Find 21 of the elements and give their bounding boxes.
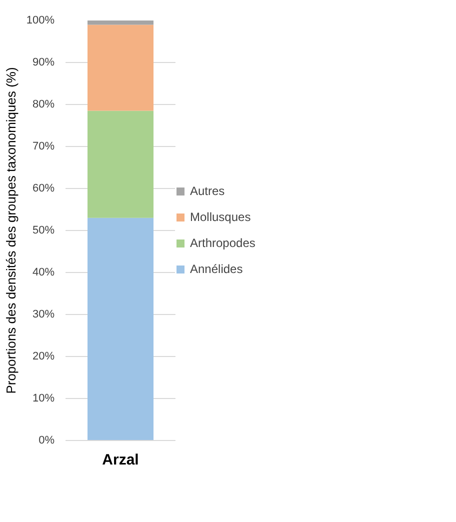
- y-tick-label: 30%: [32, 308, 55, 320]
- y-tick-label: 60%: [32, 182, 55, 194]
- y-tick-label: 20%: [32, 350, 55, 362]
- bar: [88, 218, 154, 440]
- bar: [88, 20, 154, 25]
- legend-label: Mollusques: [190, 210, 251, 224]
- y-tick-label: 70%: [32, 140, 55, 152]
- legend-label: Arthropodes: [190, 236, 256, 250]
- y-tick-label: 10%: [32, 392, 55, 404]
- legend-label: Autres: [190, 184, 225, 198]
- x-tick-label: Arzal: [102, 452, 139, 468]
- bar: [88, 24, 154, 111]
- y-tick-label: 100%: [26, 14, 55, 26]
- y-tick-label: 0%: [38, 434, 55, 446]
- y-tick-label: 90%: [32, 56, 55, 68]
- bar: [88, 110, 154, 218]
- y-tick-label: 40%: [32, 266, 55, 278]
- y-axis-title: Proportions des densités des groupes taxonomiques (%): [3, 67, 18, 394]
- legend-label: Annélides: [190, 262, 243, 276]
- y-tick-label: 80%: [32, 98, 55, 110]
- y-tick-label: 50%: [32, 224, 55, 236]
